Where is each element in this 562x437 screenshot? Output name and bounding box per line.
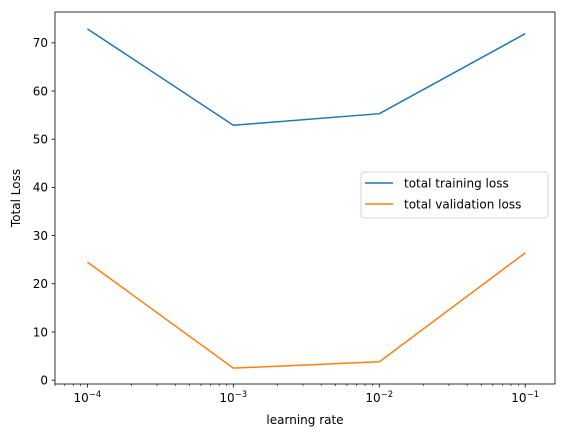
legend-label-0: total training loss bbox=[404, 176, 509, 190]
axes-frame bbox=[54, 11, 556, 385]
y-tick-label: 20 bbox=[33, 277, 48, 291]
series-line-0 bbox=[86, 28, 526, 126]
x-tick-label: 10−4 bbox=[73, 390, 101, 405]
y-tick-label: 60 bbox=[33, 84, 48, 98]
y-tick-label: 70 bbox=[33, 36, 48, 50]
legend-box bbox=[360, 171, 549, 219]
y-tick-label: 30 bbox=[33, 229, 48, 243]
legend-label-1: total validation loss bbox=[404, 197, 521, 211]
x-tick-label: 10−3 bbox=[219, 390, 247, 405]
x-tick-label: 10−1 bbox=[511, 390, 539, 405]
x-axis-title: learning rate bbox=[266, 413, 343, 427]
plot-lines bbox=[86, 28, 526, 369]
legend: total training loss total validation loss bbox=[360, 171, 549, 219]
x-tick-label: 10−2 bbox=[365, 390, 393, 405]
y-tick-label: 0 bbox=[40, 373, 48, 387]
y-tick-label: 50 bbox=[33, 133, 48, 147]
y-tick-label: 40 bbox=[33, 181, 48, 195]
x-axis-ticks: 10−4 10−3 10−2 10−1 bbox=[54, 384, 539, 405]
y-axis-title: Total Loss bbox=[9, 169, 23, 228]
y-tick-label: 10 bbox=[33, 325, 48, 339]
y-axis-ticks: 0 10 20 30 40 50 60 70 bbox=[33, 36, 55, 387]
series-line-1 bbox=[86, 252, 526, 369]
